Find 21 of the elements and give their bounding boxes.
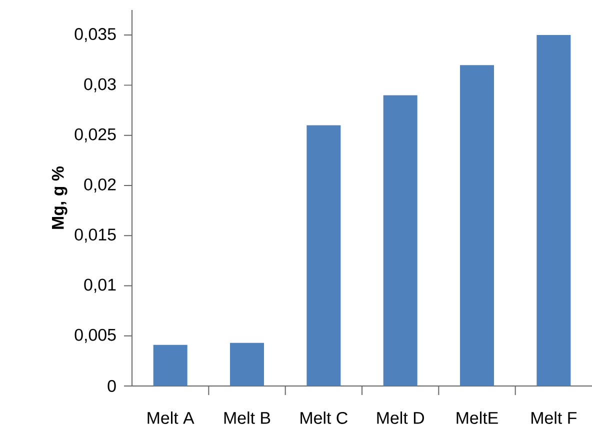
y-tick-label: 0,005	[74, 328, 116, 343]
y-tick-label: 0,035	[74, 28, 116, 42]
y-tick-label: 0	[108, 380, 116, 392]
y-tick-label: 0,03	[84, 78, 116, 92]
bar	[306, 125, 341, 386]
x-tick-label: MeltE	[456, 412, 498, 424]
bar	[536, 35, 571, 386]
x-tick-label: Melt D	[377, 412, 424, 424]
x-tick-label: Melt C	[300, 412, 348, 424]
x-tick-label: Melt B	[224, 412, 270, 424]
bar	[153, 344, 188, 386]
y-tick-label: 0,025	[74, 128, 116, 142]
x-tick-label: Melt A	[148, 412, 194, 424]
y-tick-label: 0,02	[84, 178, 116, 192]
bar	[460, 65, 494, 386]
bar	[383, 95, 418, 386]
y-tick-label: 0,01	[84, 278, 116, 293]
y-axis-title: Mg, g %	[52, 166, 68, 229]
y-tick-label: 0,015	[74, 228, 116, 243]
x-tick-label: Melt F	[532, 412, 576, 424]
bar	[230, 342, 264, 386]
